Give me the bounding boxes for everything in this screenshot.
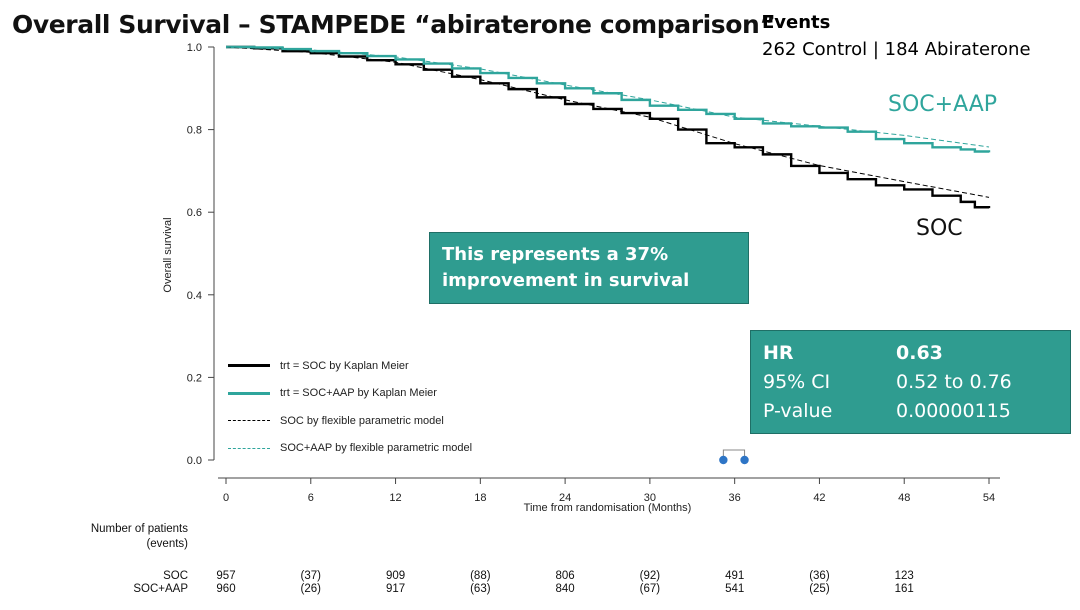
pvalue-row: P-value 0.00000115 <box>763 397 1070 426</box>
x-tick-label: 24 <box>559 492 571 504</box>
slide-title: Overall Survival – STAMPEDE “abiraterone… <box>12 10 776 39</box>
series-label-soc-aap: SOC+AAP <box>888 92 998 117</box>
legend-label-soc-model: SOC by flexible parametric model <box>280 414 444 427</box>
risk-cell: 840 <box>555 583 575 595</box>
soc-aap-km-curve <box>226 45 991 153</box>
legend-swatch-soc-model <box>228 420 270 422</box>
x-tick-label: 42 <box>813 492 825 504</box>
risk-cell: 957 <box>216 570 236 582</box>
x-tick-label: 30 <box>644 492 656 504</box>
risk-cell: 917 <box>385 583 406 595</box>
risk-row-soc-aap: SOC+AAP 960 (26) 917 (63) 840 (67) 541 (25) 161 <box>0 583 1080 597</box>
legend-label-soc-km: trt = SOC by Kaplan Meier <box>280 359 409 372</box>
legend-label-aap-model: SOC+AAP by flexible parametric model <box>280 442 473 455</box>
y-tick-label: 0.2 <box>187 372 202 384</box>
events-heading: Events <box>762 12 831 33</box>
y-tick-label: 0.4 <box>187 290 202 302</box>
y-axis-label: Overall survival <box>162 217 174 292</box>
pvalue-label: P-value <box>763 400 833 422</box>
ci-row: 95% CI 0.52 to 0.76 <box>763 368 1070 397</box>
hr-value: 0.63 <box>896 342 943 364</box>
y-tick-label: 0.6 <box>187 207 202 219</box>
y-tick-label: 0.8 <box>187 125 202 137</box>
risk-cell: (92) <box>639 570 661 582</box>
risk-cell: 123 <box>894 570 914 582</box>
legend-swatch-aap-km <box>228 391 270 395</box>
risk-row-soc: SOC 957 (37) 909 (88) 806 (92) 491 (36) 123 <box>0 570 1080 584</box>
risk-cell: (37) <box>300 570 321 582</box>
risk-cell: 806 <box>555 570 575 582</box>
risk-row-name: SOC+AAP <box>133 583 188 595</box>
risk-cell: (63) <box>470 583 491 595</box>
series-label-soc: SOC <box>916 216 963 241</box>
x-tick-label: 48 <box>898 492 910 504</box>
legend-item-aap-km: trt = SOC+AAP by Kaplan Meier <box>228 380 472 408</box>
risk-cell: (88) <box>470 570 491 582</box>
events-counts: 262 Control | 184 Abiraterone <box>762 39 1031 60</box>
annotation-marker <box>719 455 728 465</box>
x-tick-label: 54 <box>983 492 995 504</box>
risk-cell: 960 <box>216 583 236 595</box>
legend-item-soc-model: SOC by flexible parametric model <box>228 407 472 435</box>
annotation-bracket <box>722 449 746 460</box>
y-tick-label: 1.0 <box>187 42 202 54</box>
x-axis-label: Time from randomisation (Months) <box>524 502 692 514</box>
hr-label: HR <box>763 342 794 364</box>
risk-cell: 161 <box>894 583 914 595</box>
risk-cell: 491 <box>725 570 745 582</box>
risk-cell: (25) <box>809 583 830 595</box>
risk-cell: 541 <box>725 583 745 595</box>
legend-item-soc-km: trt = SOC by Kaplan Meier <box>228 352 472 380</box>
events-summary: Events 262 Control | 184 Abiraterone <box>762 12 1031 60</box>
risk-cell: 909 <box>385 570 406 582</box>
legend-item-aap-model: SOC+AAP by flexible parametric model <box>228 435 472 463</box>
x-tick-label: 12 <box>389 492 401 504</box>
ci-label: 95% CI <box>763 371 831 393</box>
x-tick-label: 0 <box>223 492 229 504</box>
hazard-ratio-box: HR 0.63 95% CI 0.52 to 0.76 P-value 0.00… <box>750 330 1071 434</box>
soc-model-curve <box>225 46 990 198</box>
legend-label-aap-km: trt = SOC+AAP by Kaplan Meier <box>280 387 437 400</box>
risk-cell: (67) <box>639 583 661 595</box>
risk-row-name: SOC <box>163 570 188 582</box>
x-tick-label: 18 <box>474 492 486 504</box>
annotation-marker <box>740 455 749 465</box>
x-tick-label: 6 <box>308 492 314 504</box>
risk-cell: (36) <box>809 570 830 582</box>
legend-swatch-aap-model <box>228 447 270 449</box>
soc-aap-model-curve <box>225 46 990 148</box>
x-tick-label: 36 <box>729 492 741 504</box>
soc-km-curve <box>226 45 991 209</box>
ci-value: 0.52 to 0.76 <box>896 371 1012 393</box>
chart-legend: trt = SOC by Kaplan Meier trt = SOC+AAP … <box>228 352 472 462</box>
risk-cell: (26) <box>300 583 321 595</box>
risk-table-heading: Number of patients (events) <box>90 523 188 550</box>
hr-row: HR 0.63 <box>763 339 1070 368</box>
pvalue-value: 0.00000115 <box>896 400 1011 422</box>
legend-swatch-soc-km <box>228 364 270 368</box>
survival-improvement-callout: This represents a 37% improvement in sur… <box>429 232 749 304</box>
y-tick-label: 0.0 <box>187 455 202 467</box>
